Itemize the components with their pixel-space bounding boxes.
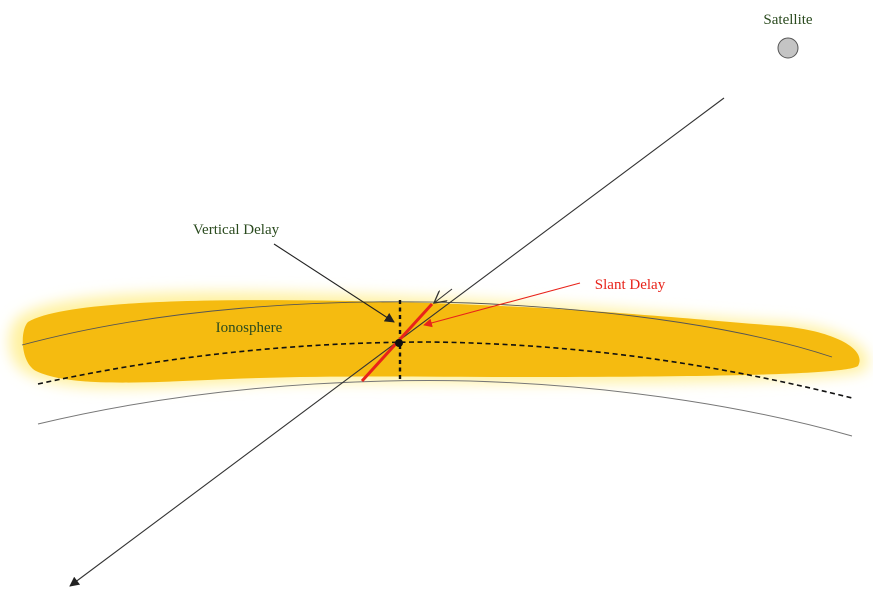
slant-delay-pointer — [423, 282, 581, 328]
vertical-delay-pointer — [273, 243, 395, 323]
ionosphere-label: Ionosphere — [216, 320, 283, 336]
satellite-label: Satellite — [763, 12, 812, 28]
earth-surface-curve — [37, 380, 853, 437]
ionospheric-shell-dashed — [37, 341, 853, 399]
upper-shell-curve — [21, 301, 833, 358]
ionosphere-layer — [22, 300, 860, 383]
slant-delay-label: Slant Delay — [595, 277, 666, 293]
ionospheric-pierce-point — [395, 339, 403, 347]
satellite-icon — [777, 37, 799, 59]
vertical-delay-label: Vertical Delay — [193, 222, 280, 238]
ray-entry-arrow — [434, 288, 453, 303]
